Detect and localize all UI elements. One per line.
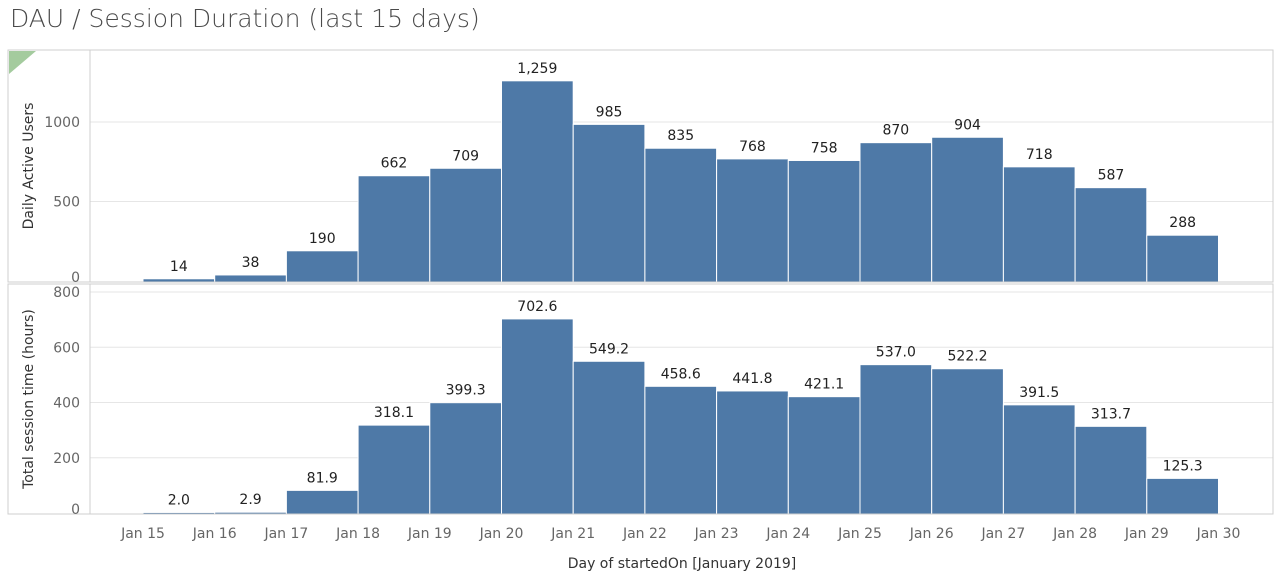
- data-label: 399.3: [446, 383, 486, 399]
- bar-jan-27[interactable]: [1002, 404, 1076, 515]
- corner-marker-icon: [9, 51, 36, 74]
- data-label: 318.1: [374, 405, 414, 421]
- data-label: 758: [811, 140, 838, 156]
- data-label: 125.3: [1163, 458, 1203, 474]
- x-tick-label: Jan 19: [407, 526, 452, 542]
- data-label: 391.5: [1019, 385, 1059, 401]
- bar-jan-23[interactable]: [716, 390, 789, 515]
- panel-frame-1: [7, 49, 1274, 283]
- bar-jan-26[interactable]: [931, 136, 1004, 283]
- y-tick-label: 200: [53, 451, 80, 467]
- y-tick-label: 0: [71, 502, 80, 518]
- bar-jan-24[interactable]: [787, 159, 861, 283]
- x-tick-label: Jan 28: [1052, 526, 1097, 542]
- data-label: 537.0: [876, 345, 916, 361]
- bar-jan-29[interactable]: [1146, 234, 1220, 283]
- x-axis-label: Day of startedOn [January 2019]: [568, 556, 797, 572]
- bars-layer: [142, 80, 1220, 515]
- x-tick-label: Jan 18: [335, 526, 380, 542]
- x-tick-label: Jan 29: [1124, 526, 1169, 542]
- data-label: 702.6: [517, 299, 557, 315]
- data-label: 458.6: [661, 366, 701, 382]
- bar-jan-28[interactable]: [1074, 425, 1148, 515]
- bar-jan-17[interactable]: [285, 489, 359, 515]
- data-label: 904: [954, 117, 981, 133]
- data-label: 522.2: [948, 349, 988, 365]
- data-label: 835: [667, 128, 694, 144]
- bar-jan-26[interactable]: [931, 368, 1004, 515]
- axes-layer: 0 500 1000 Daily Active Users 0 200 400 600 800 T…: [7, 49, 1274, 572]
- x-tick-label: Jan 16: [192, 526, 237, 542]
- x-tick-label: Jan 17: [263, 526, 308, 542]
- bar-jan-19[interactable]: [429, 167, 502, 283]
- bar-jan-19[interactable]: [429, 402, 502, 515]
- x-tick-label: Jan 24: [765, 526, 810, 542]
- y-tick-label: 400: [53, 396, 80, 412]
- bar-jan-24[interactable]: [787, 396, 861, 515]
- bar-jan-21[interactable]: [572, 360, 646, 515]
- bar-jan-20[interactable]: [501, 318, 574, 515]
- data-label: 587: [1098, 168, 1125, 184]
- bar-jan-25[interactable]: [859, 142, 933, 283]
- data-label: 549.2: [589, 341, 629, 357]
- x-tick-label: Jan 25: [837, 526, 882, 542]
- x-tick-label: Jan 23: [694, 526, 739, 542]
- x-tick-label: Jan 27: [980, 526, 1025, 542]
- data-label: 768: [739, 139, 766, 155]
- bar-jan-20[interactable]: [501, 80, 574, 283]
- x-tick-label: Jan 15: [120, 526, 165, 542]
- panel-frame-2: [7, 283, 1274, 515]
- data-label: 2.0: [168, 492, 190, 508]
- data-label: 190: [309, 231, 336, 247]
- data-label: 441.8: [732, 371, 772, 387]
- bar-jan-28[interactable]: [1074, 187, 1148, 283]
- bar-jan-27[interactable]: [1002, 166, 1076, 283]
- data-label: 421.1: [804, 377, 844, 393]
- y-tick-label: 800: [53, 285, 80, 301]
- y-tick-label: 500: [53, 195, 80, 211]
- data-label: 870: [882, 123, 909, 139]
- data-label: 313.7: [1091, 406, 1131, 422]
- y-tick-label: 600: [53, 340, 80, 356]
- data-label: 14: [170, 259, 188, 275]
- bar-jan-18[interactable]: [357, 175, 431, 283]
- x-tick-label: Jan 26: [909, 526, 954, 542]
- bar-jan-17[interactable]: [285, 250, 359, 283]
- y-axis-label-1: Daily Active Users: [21, 103, 37, 230]
- bar-jan-16[interactable]: [214, 274, 287, 283]
- bar-jan-23[interactable]: [716, 158, 789, 283]
- x-tick-label: Jan 22: [622, 526, 667, 542]
- bar-jan-18[interactable]: [357, 424, 431, 515]
- data-label: 38: [242, 255, 260, 271]
- data-label: 718: [1026, 147, 1053, 163]
- x-tick-label: Jan 30: [1196, 526, 1241, 542]
- bar-jan-22[interactable]: [644, 147, 718, 283]
- data-label: 662: [381, 156, 408, 172]
- data-label: 288: [1169, 215, 1196, 231]
- data-label: 81.9: [307, 470, 338, 486]
- bar-jan-29[interactable]: [1146, 477, 1220, 515]
- data-label: 709: [452, 148, 479, 164]
- y-axis-label-2: Total session time (hours): [21, 309, 37, 490]
- data-labels-layer: 14 38 190 662 709 1,259 985 835 768 758 870 904 718 5…: [168, 61, 1203, 509]
- x-tick-label: Jan 21: [550, 526, 595, 542]
- data-label: 1,259: [517, 61, 557, 77]
- x-tick-label: Jan 20: [479, 526, 524, 542]
- y-tick-label: 0: [71, 270, 80, 286]
- bar-jan-25[interactable]: [859, 364, 933, 515]
- bar-jan-22[interactable]: [644, 385, 718, 515]
- chart-title: DAU / Session Duration (last 15 days): [10, 4, 480, 33]
- data-label: 2.9: [239, 492, 261, 508]
- bar-jan-21[interactable]: [572, 123, 646, 283]
- y-tick-label: 1000: [44, 115, 80, 131]
- data-label: 985: [596, 104, 623, 120]
